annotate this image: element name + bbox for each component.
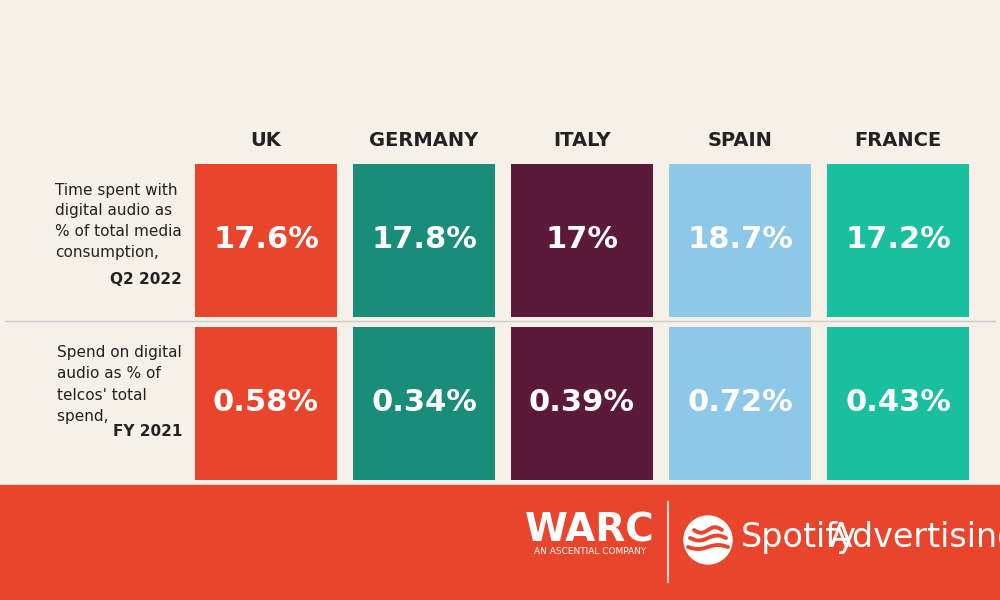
Bar: [511, 164, 653, 317]
Text: Q2 2022: Q2 2022: [110, 272, 182, 287]
Text: UK: UK: [251, 130, 281, 149]
Text: FY 2021: FY 2021: [113, 424, 182, 439]
Text: 0.43%: 0.43%: [845, 388, 951, 417]
Bar: [669, 164, 811, 317]
Text: FRANCE: FRANCE: [854, 130, 942, 149]
Bar: [353, 164, 495, 317]
Text: ITALY: ITALY: [553, 130, 611, 149]
Text: 0.39%: 0.39%: [529, 388, 635, 417]
Bar: [669, 327, 811, 480]
Bar: [827, 164, 969, 317]
Bar: [511, 327, 653, 480]
Text: Time spent with
digital audio as
% of total media
consumption,: Time spent with digital audio as % of to…: [55, 182, 182, 260]
Text: GERMANY: GERMANY: [369, 130, 479, 149]
Text: WARC: WARC: [525, 511, 655, 549]
Bar: [195, 327, 337, 480]
Text: 17.8%: 17.8%: [371, 225, 477, 254]
Bar: [827, 327, 969, 480]
Bar: [353, 327, 495, 480]
Text: Spend on digital
audio as % of
telcos' total
spend,: Spend on digital audio as % of telcos' t…: [57, 346, 182, 424]
Bar: [195, 164, 337, 317]
Bar: [0, 485, 1000, 600]
Text: AN ASCENTIAL COMPANY: AN ASCENTIAL COMPANY: [534, 547, 646, 557]
Text: 17.6%: 17.6%: [213, 225, 319, 254]
Text: 0.58%: 0.58%: [213, 388, 319, 417]
Text: SPAIN: SPAIN: [708, 130, 772, 149]
Text: 0.72%: 0.72%: [687, 388, 793, 417]
Text: Advertising: Advertising: [819, 521, 1000, 554]
Text: 17%: 17%: [546, 225, 618, 254]
Text: 18.7%: 18.7%: [687, 225, 793, 254]
Text: Spotify: Spotify: [741, 521, 857, 554]
Circle shape: [684, 516, 732, 564]
Text: 0.34%: 0.34%: [371, 388, 477, 417]
Text: 17.2%: 17.2%: [845, 225, 951, 254]
